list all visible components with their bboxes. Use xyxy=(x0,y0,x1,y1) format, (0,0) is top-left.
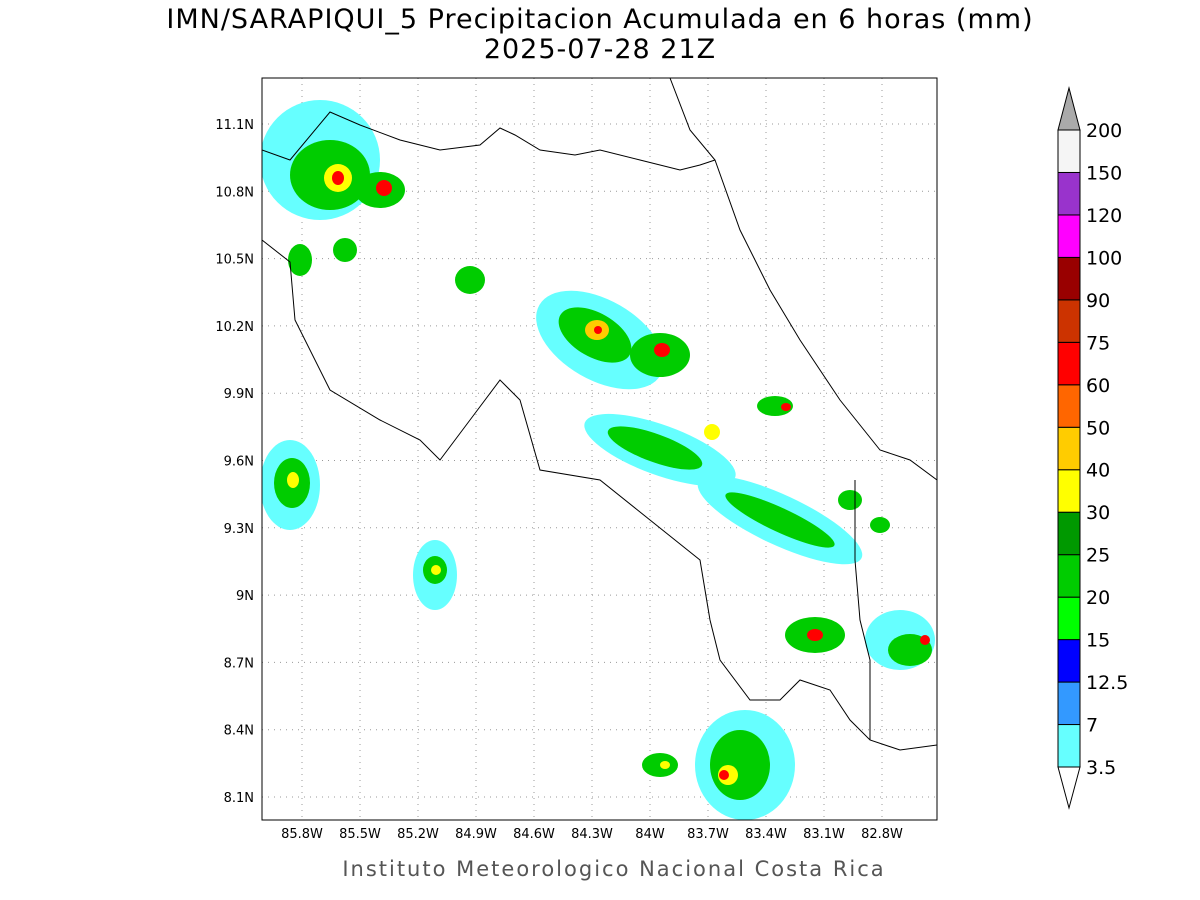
color-box xyxy=(1057,554,1081,598)
lon-label: 84.3W xyxy=(571,827,613,842)
color-box xyxy=(1057,596,1081,641)
colorbar-label: 40 xyxy=(1086,460,1110,482)
colorbar-label: 25 xyxy=(1086,545,1110,567)
lon-label: 85.8W xyxy=(281,827,323,842)
color-box xyxy=(1057,299,1081,343)
lat-label: 10.2N xyxy=(215,320,254,335)
colorbar-label: 30 xyxy=(1086,502,1110,524)
color-box xyxy=(1057,681,1081,726)
colorbar-label: 20 xyxy=(1086,587,1110,609)
colorbar-label: 100 xyxy=(1086,247,1122,269)
subtitle: 2025-07-28 21Z xyxy=(484,34,716,65)
colorbar-label: 90 xyxy=(1086,290,1110,312)
lon-label: 85.5W xyxy=(339,827,381,842)
color-box xyxy=(1057,214,1081,258)
color-box xyxy=(1057,384,1081,428)
color-box xyxy=(1057,511,1081,556)
color-box xyxy=(1057,341,1081,386)
colorbar-label: 60 xyxy=(1086,375,1110,397)
colorbar-label: 15 xyxy=(1086,630,1110,652)
colorbar-label: 12.5 xyxy=(1086,672,1128,694)
colorbar-label: 7 xyxy=(1086,715,1098,737)
colorbar-label: 50 xyxy=(1086,417,1110,439)
map-frame xyxy=(261,77,938,821)
colorbar-label: 150 xyxy=(1086,162,1122,184)
colorbar: 3.5 7 12.5 15 20 25 30 40 50 60 75 90 100 120 150 200 xyxy=(1057,86,1128,810)
color-box xyxy=(1057,426,1081,471)
color-box xyxy=(1057,639,1081,683)
coastlines xyxy=(262,78,937,751)
lon-label: 85.2W xyxy=(397,827,439,842)
lon-label: 84W xyxy=(635,827,665,842)
lon-label: 84.6W xyxy=(513,827,555,842)
colorbar-label: 75 xyxy=(1086,332,1110,354)
under-arrow xyxy=(1057,766,1081,810)
lat-label: 11.1N xyxy=(215,118,254,133)
lat-label: 9N xyxy=(236,589,254,604)
lat-label: 10.8N xyxy=(215,185,254,200)
lon-label: 83.1W xyxy=(803,827,845,842)
credit: Instituto Meteorologico Nacional Costa R… xyxy=(342,857,885,881)
lon-label: 83.4W xyxy=(745,827,787,842)
rain-blobs xyxy=(262,100,935,820)
color-box xyxy=(1057,171,1081,216)
colorbar-label: 200 xyxy=(1086,120,1122,142)
precipitation-field xyxy=(262,78,937,820)
grid xyxy=(262,78,937,820)
lat-label: 9.6N xyxy=(224,455,254,470)
lat-label: 10.5N xyxy=(215,253,254,268)
lat-label: 9.3N xyxy=(224,522,254,537)
lon-label: 82.8W xyxy=(861,827,903,842)
colorbar-label: 120 xyxy=(1086,205,1122,227)
lat-label: 9.9N xyxy=(224,387,254,402)
color-box xyxy=(1057,724,1081,768)
lat-label: 8.7N xyxy=(224,656,254,671)
lon-label: 84.9W xyxy=(455,827,497,842)
color-box xyxy=(1057,469,1081,513)
lon-label: 83.7W xyxy=(687,827,729,842)
title: IMN/SARAPIQUI_5 Precipitacion Acumulada … xyxy=(166,4,1033,35)
color-box xyxy=(1057,256,1081,301)
lat-label: 8.1N xyxy=(224,791,254,806)
over-arrow xyxy=(1057,86,1081,131)
lat-label: 8.4N xyxy=(224,724,254,739)
colorbar-label: 3.5 xyxy=(1086,757,1116,779)
color-box xyxy=(1057,129,1081,173)
